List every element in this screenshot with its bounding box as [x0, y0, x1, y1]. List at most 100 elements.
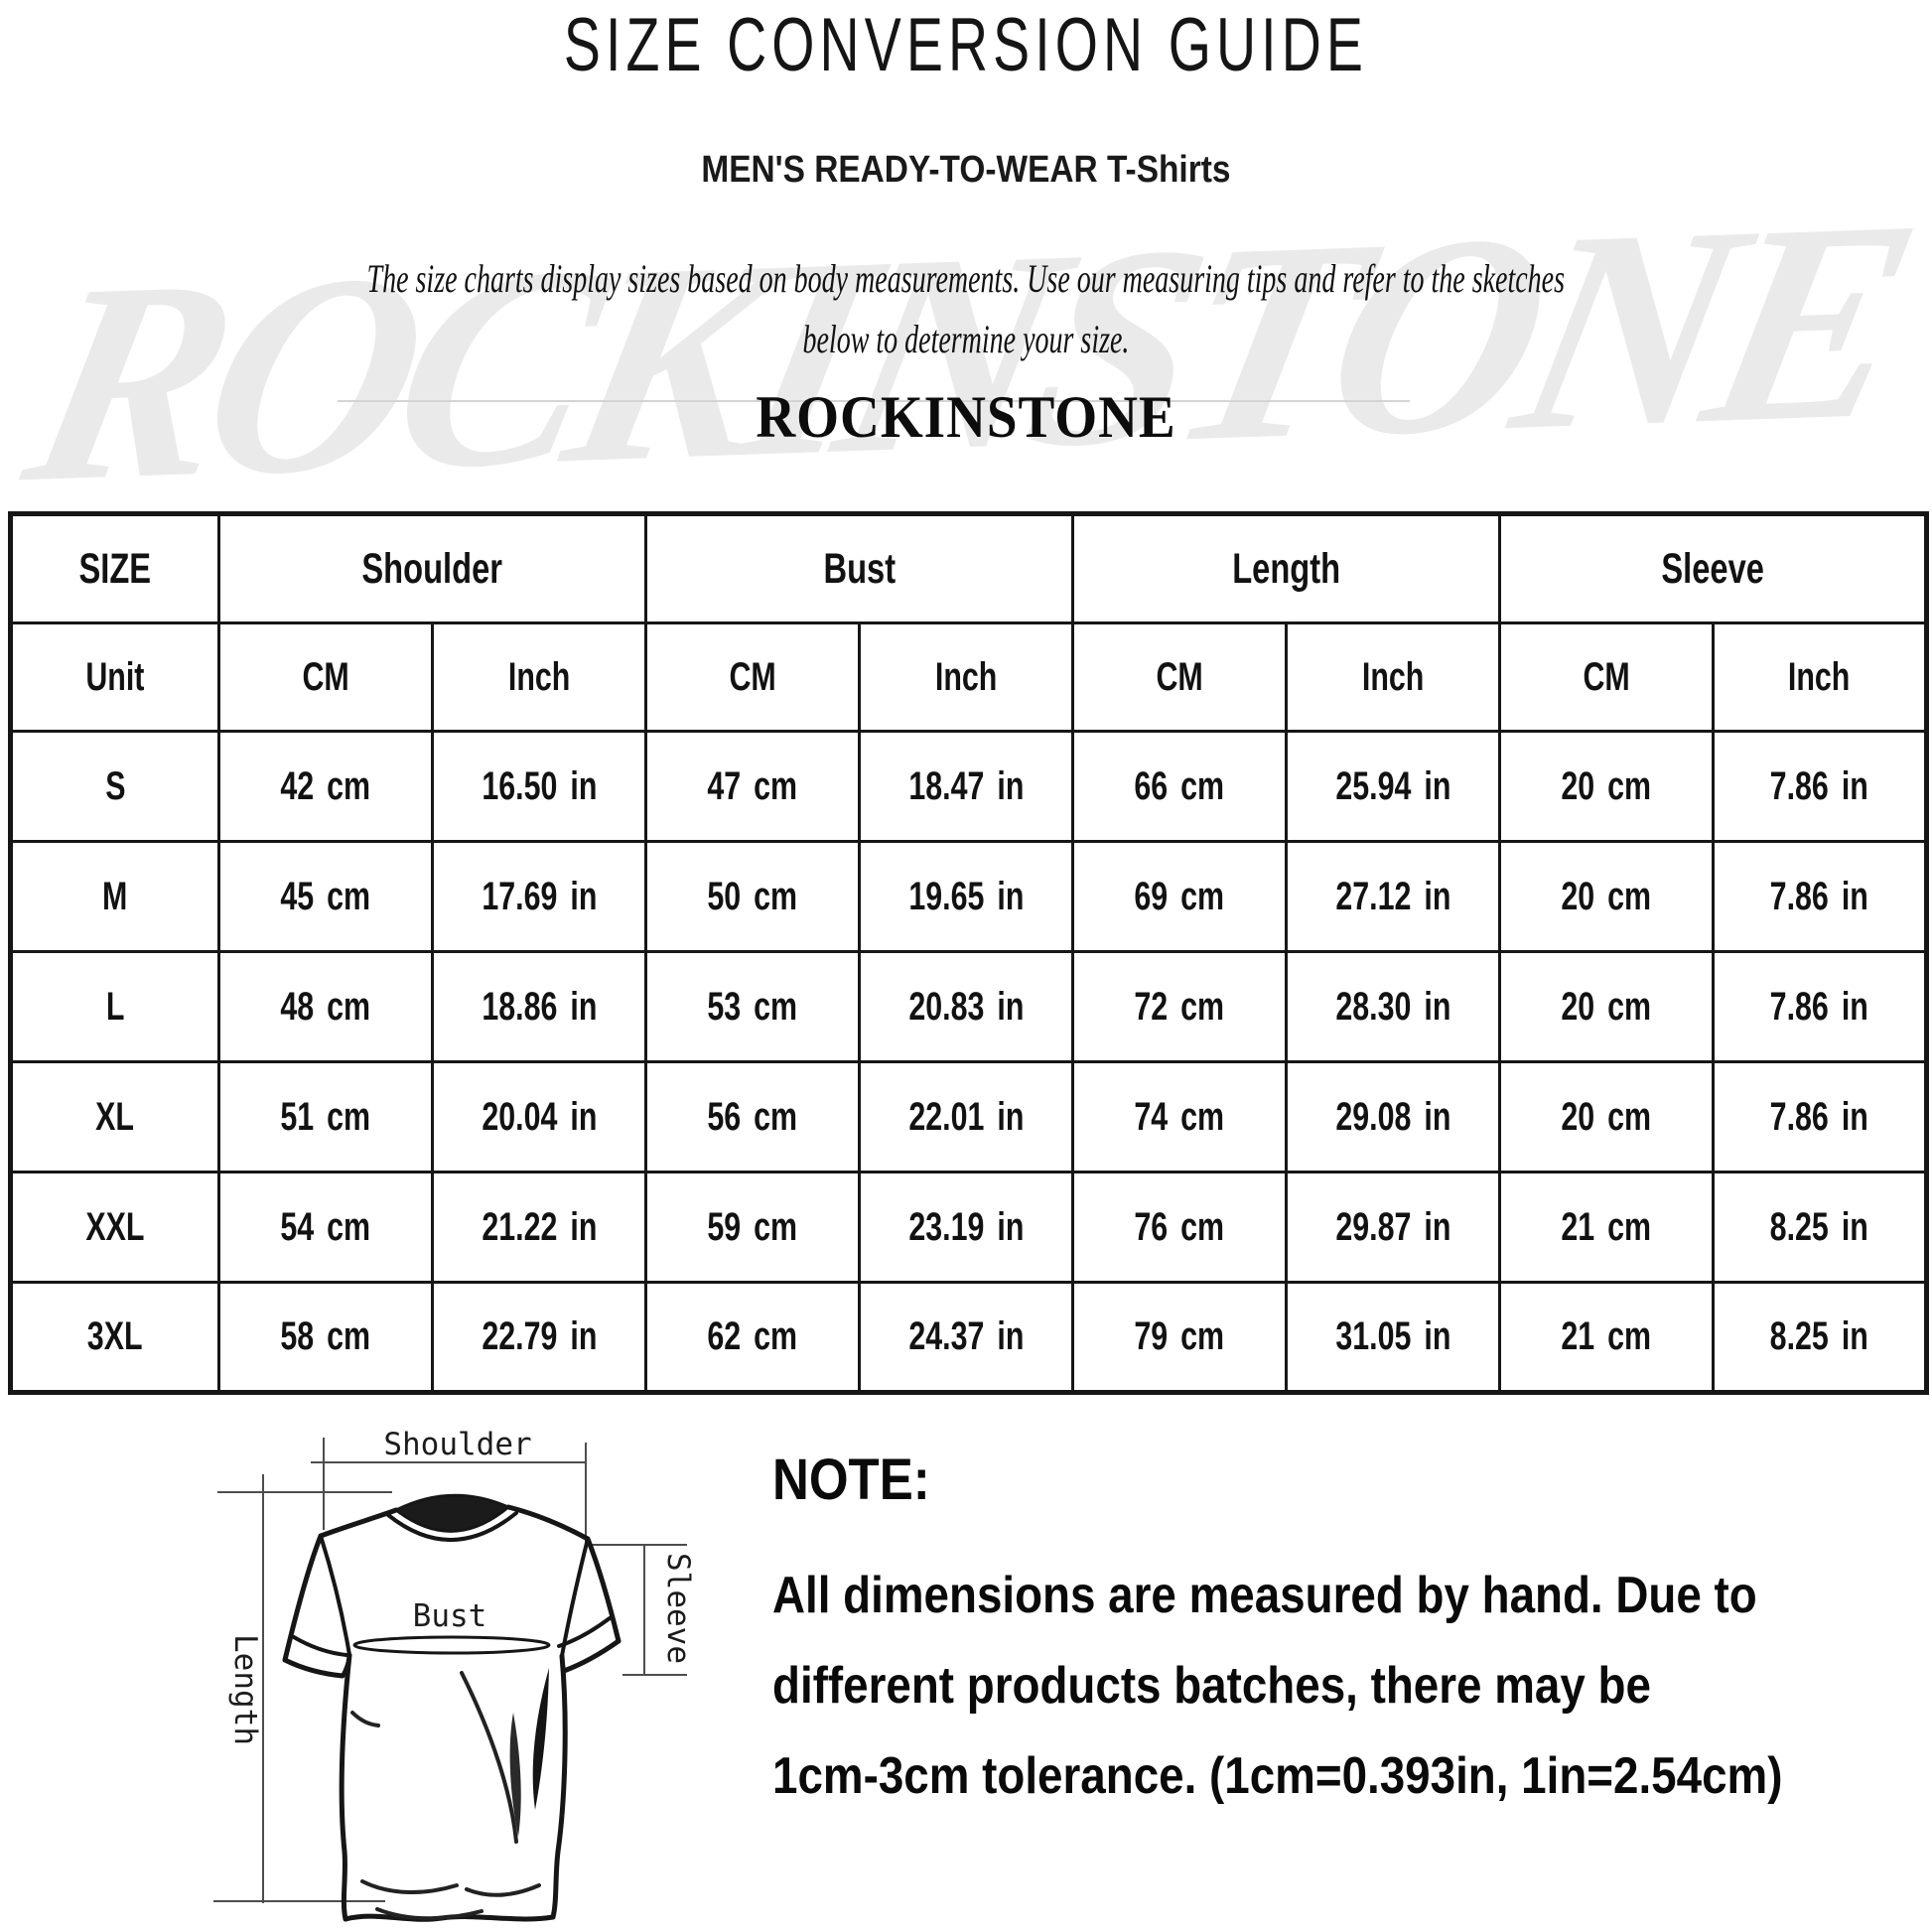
cell-bust-inch: 19.65 in: [858, 840, 1074, 953]
cell-text: 8.25 in: [1769, 1314, 1869, 1358]
cell-shoulder-cm: 58 cm: [217, 1281, 434, 1394]
cell-text: 45 cm: [280, 874, 371, 918]
cell-text: 27.12 in: [1334, 874, 1451, 918]
cell-sleeve-cm: 20 cm: [1498, 730, 1715, 843]
cell-text: 59 cm: [707, 1204, 798, 1249]
table-unit-row: Unit CM Inch CM Inch CM Inch CM Inch: [9, 621, 1929, 733]
cell-text: 29.08 in: [1334, 1094, 1451, 1139]
table-header-row: SIZE Shoulder Bust Length Sleeve: [9, 512, 1929, 624]
cell-text: 72 cm: [1134, 984, 1225, 1029]
column-header-shoulder: Shoulder: [217, 512, 647, 624]
size-text: S: [104, 763, 126, 808]
cell-sleeve-cm: 21 cm: [1498, 1171, 1715, 1284]
description-line-2-text: below to determine your size.: [802, 317, 1130, 361]
shade-streak: [509, 1713, 521, 1837]
description-line-2: below to determine your size.: [0, 309, 1932, 369]
description-line-1: The size charts display sizes based on b…: [0, 248, 1932, 309]
cell-text: 25.94 in: [1334, 763, 1451, 808]
table-row: 3XL 58 cm 22.79 in 62 cm 24.37 in 79 cm …: [9, 1281, 1929, 1394]
size-text: 3XL: [87, 1314, 143, 1358]
cell-text: 29.87 in: [1334, 1204, 1451, 1249]
cell-text: 74 cm: [1134, 1094, 1225, 1139]
cell-text: 56 cm: [707, 1094, 798, 1139]
cell-text: 7.86 in: [1769, 1094, 1869, 1139]
cell-text: 20 cm: [1561, 874, 1652, 918]
unit-cm-text: CM: [1156, 654, 1203, 699]
cell-bust-inch: 18.47 in: [858, 730, 1074, 843]
cell-text: 7.86 in: [1769, 984, 1869, 1029]
column-header-sleeve: Sleeve: [1497, 512, 1929, 624]
size-cell: L: [9, 950, 220, 1063]
cell-text: 18.47 in: [907, 763, 1025, 808]
cell-sleeve-cm: 21 cm: [1498, 1281, 1715, 1394]
unit-cm-text: CM: [1583, 654, 1630, 699]
cell-text: 7.86 in: [1769, 874, 1869, 918]
unit-cell-shoulder-cm: CM: [217, 621, 434, 733]
cell-sleeve-inch: 8.25 in: [1711, 1281, 1929, 1394]
cell-shoulder-cm: 48 cm: [217, 950, 434, 1063]
bust-measure-ellipse: [352, 1635, 551, 1655]
cell-shoulder-inch: 16.50 in: [431, 730, 647, 843]
note-title: NOTE:: [772, 1448, 930, 1512]
cell-length-inch: 29.87 in: [1285, 1171, 1501, 1284]
unit-cell-length-inch: Inch: [1285, 621, 1501, 733]
cell-text: 17.69 in: [481, 874, 598, 918]
cell-text: 66 cm: [1134, 763, 1225, 808]
cell-text: 48 cm: [280, 984, 371, 1029]
cell-text: 50 cm: [707, 874, 798, 918]
cell-length-inch: 29.08 in: [1285, 1060, 1501, 1173]
tshirt-measurement-diagram: Shoulder Bust Length Sleeve: [213, 1427, 696, 1922]
size-cell: M: [9, 840, 220, 953]
subtitle: MEN'S READY-TO-WEAR T-Shirts: [0, 149, 1932, 191]
unit-inch-text: Inch: [1788, 654, 1851, 699]
cell-text: 23.19 in: [907, 1204, 1025, 1249]
cell-sleeve-cm: 20 cm: [1498, 950, 1715, 1063]
cell-length-cm: 72 cm: [1071, 950, 1288, 1063]
bust-label: Bust: [413, 1598, 487, 1634]
unit-cell-sleeve-cm: CM: [1498, 621, 1715, 733]
cell-sleeve-inch: 7.86 in: [1711, 730, 1929, 843]
cell-sleeve-cm: 20 cm: [1498, 1060, 1715, 1173]
cell-shoulder-cm: 51 cm: [217, 1060, 434, 1173]
cell-length-cm: 76 cm: [1071, 1171, 1288, 1284]
cell-shoulder-inch: 21.22 in: [431, 1171, 647, 1284]
table-row: XXL 54 cm 21.22 in 59 cm 23.19 in 76 cm …: [9, 1171, 1929, 1284]
cell-text: 47 cm: [707, 763, 798, 808]
column-header-shoulder-text: Shoulder: [361, 544, 503, 593]
cell-text: 51 cm: [280, 1094, 371, 1139]
unit-label-text: Unit: [85, 654, 145, 699]
cell-text: 24.37 in: [907, 1314, 1025, 1358]
cell-sleeve-cm: 20 cm: [1498, 840, 1715, 953]
sleeve-label: Sleeve: [660, 1553, 696, 1664]
unit-cell-length-cm: CM: [1071, 621, 1288, 733]
cell-text: 21 cm: [1561, 1314, 1652, 1358]
description-line-1-text: The size charts display sizes based on b…: [366, 256, 1566, 301]
cell-bust-inch: 23.19 in: [858, 1171, 1074, 1284]
cell-text: 16.50 in: [481, 763, 598, 808]
size-text: L: [105, 984, 125, 1029]
length-label: Length: [227, 1634, 263, 1745]
diagram-labels: Shoulder Bust Length Sleeve: [227, 1427, 696, 1745]
tshirt-wrinkles: [350, 1671, 541, 1921]
cell-text: 28.30 in: [1334, 984, 1451, 1029]
unit-cell-sleeve-inch: Inch: [1711, 621, 1929, 733]
cell-text: 69 cm: [1134, 874, 1225, 918]
cell-bust-cm: 59 cm: [644, 1171, 861, 1284]
tshirt-seams: [292, 1511, 612, 1678]
note-line-2: different products batches, there may be: [772, 1657, 1651, 1715]
cell-text: 8.25 in: [1769, 1204, 1869, 1249]
column-header-sleeve-text: Sleeve: [1661, 544, 1764, 593]
column-header-bust: Bust: [644, 512, 1074, 624]
cell-text: 21.22 in: [481, 1204, 598, 1249]
cell-shoulder-cm: 42 cm: [217, 730, 434, 843]
page-title: SIZE CONVERSION GUIDE: [0, 6, 1932, 85]
cell-text: 20.83 in: [907, 984, 1025, 1029]
shoulder-label: Shoulder: [383, 1427, 531, 1462]
cell-text: 20.04 in: [481, 1094, 598, 1139]
size-text: XXL: [85, 1204, 145, 1249]
cell-bust-cm: 62 cm: [644, 1281, 861, 1394]
cell-length-inch: 28.30 in: [1285, 950, 1501, 1063]
cell-shoulder-cm: 54 cm: [217, 1171, 434, 1284]
cell-length-inch: 25.94 in: [1285, 730, 1501, 843]
size-cell: 3XL: [9, 1281, 220, 1394]
